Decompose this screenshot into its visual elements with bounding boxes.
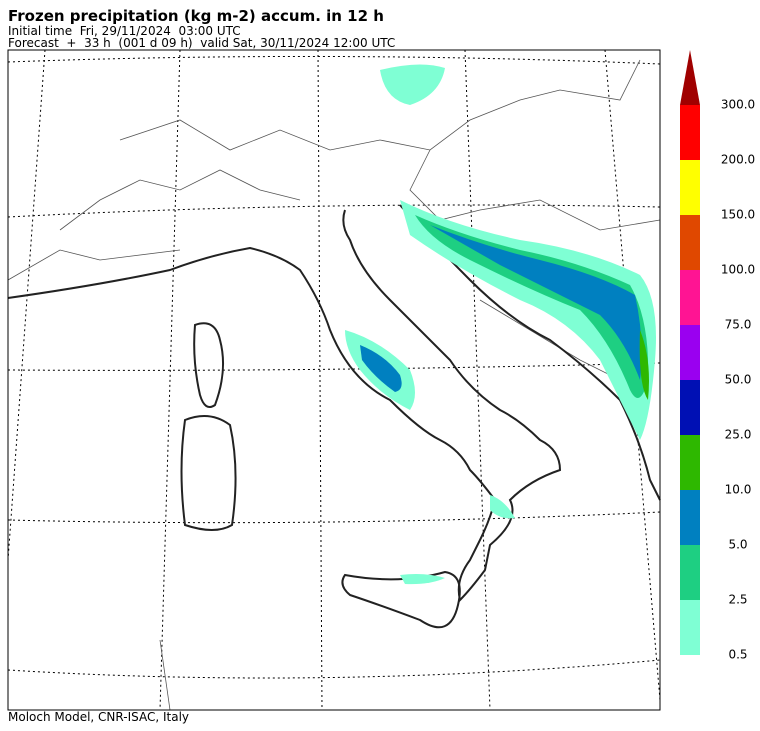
colorbar-label: 50.0 [725,373,752,387]
colorbar-segment [680,435,700,490]
initial-time: Initial time Fri, 29/11/2024 03:00 UTC [8,24,241,38]
colorbar-label: 10.0 [725,483,752,497]
colorbar-label: 5.0 [728,538,747,552]
colorbar-label: 150.0 [721,208,755,222]
colorbar-segment [680,270,700,325]
colorbar: 0.5 2.5 5.0 10.0 25.0 50.0 75.0 100.0 150.0 200.0… [680,50,755,662]
colorbar-segment [680,545,700,600]
colorbar-label: 100.0 [721,263,755,277]
title: Frozen precipitation (kg m-2) accum. in … [8,7,384,25]
map-frame [7,49,661,711]
colorbar-segment [680,105,700,160]
borders [7,59,661,711]
colorbar-label: 300.0 [721,98,755,112]
colorbar-label: 75.0 [725,318,752,332]
colorbar-label: 200.0 [721,153,755,167]
colorbar-extension [680,50,700,105]
colorbar-segment [680,215,700,270]
colorbar-label: 0.5 [728,648,747,662]
colorbar-segment [680,490,700,545]
colorbar-label: 25.0 [725,428,752,442]
footer-credit: Moloch Model, CNR-ISAC, Italy [8,710,190,724]
colorbar-segment [680,600,700,655]
colorbar-segment [680,325,700,380]
forecast-time: Forecast + 33 h (001 d 09 h) valid Sat, … [8,36,396,50]
colorbar-segment [680,380,700,435]
colorbar-segment [680,160,700,215]
precipitation [345,64,656,585]
colorbar-label: 2.5 [728,593,747,607]
